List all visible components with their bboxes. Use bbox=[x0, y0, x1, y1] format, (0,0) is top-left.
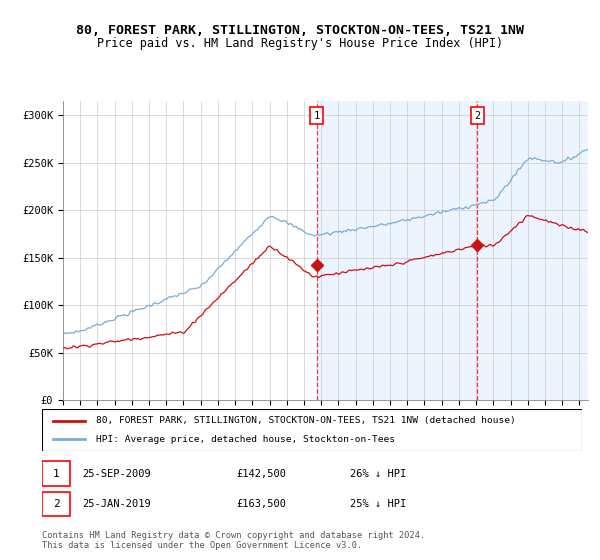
Text: Contains HM Land Registry data © Crown copyright and database right 2024.
This d: Contains HM Land Registry data © Crown c… bbox=[42, 530, 425, 550]
Text: £142,500: £142,500 bbox=[236, 469, 286, 478]
Text: 80, FOREST PARK, STILLINGTON, STOCKTON-ON-TEES, TS21 1NW (detached house): 80, FOREST PARK, STILLINGTON, STOCKTON-O… bbox=[96, 416, 516, 425]
Text: 25-SEP-2009: 25-SEP-2009 bbox=[83, 469, 151, 478]
Bar bbox=[42, 492, 70, 516]
Text: 26% ↓ HPI: 26% ↓ HPI bbox=[350, 469, 406, 478]
Bar bbox=[317, 101, 600, 400]
Text: 2: 2 bbox=[474, 111, 481, 121]
Text: 80, FOREST PARK, STILLINGTON, STOCKTON-ON-TEES, TS21 1NW: 80, FOREST PARK, STILLINGTON, STOCKTON-O… bbox=[76, 24, 524, 38]
Text: Price paid vs. HM Land Registry's House Price Index (HPI): Price paid vs. HM Land Registry's House … bbox=[97, 37, 503, 50]
Text: 1: 1 bbox=[313, 111, 320, 121]
Text: 2: 2 bbox=[53, 499, 59, 509]
FancyBboxPatch shape bbox=[42, 409, 582, 451]
Text: 25-JAN-2019: 25-JAN-2019 bbox=[83, 499, 151, 509]
Text: HPI: Average price, detached house, Stockton-on-Tees: HPI: Average price, detached house, Stoc… bbox=[96, 435, 395, 444]
Text: 25% ↓ HPI: 25% ↓ HPI bbox=[350, 499, 406, 509]
Bar bbox=[42, 461, 70, 486]
Text: 1: 1 bbox=[53, 469, 59, 478]
Text: £163,500: £163,500 bbox=[236, 499, 286, 509]
